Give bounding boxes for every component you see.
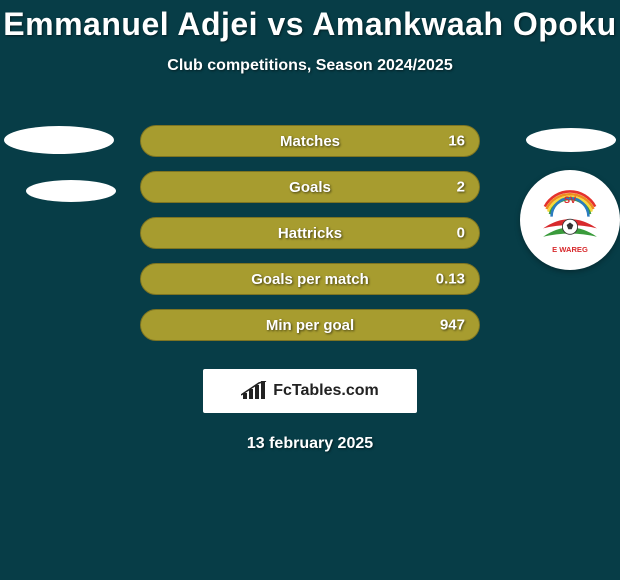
stat-label: Goals per match (251, 271, 369, 288)
player-left-avatar-placeholder-2 (26, 180, 116, 202)
stat-row: Min per goal 947 (140, 309, 480, 341)
stat-label: Min per goal (266, 317, 354, 334)
stats-list: Matches 16 Goals 2 Hattricks 0 Goals per match… (140, 125, 480, 341)
bar-chart-icon (241, 381, 267, 401)
stat-label: Goals (289, 179, 331, 196)
club-badge: SV E WAREG (520, 170, 620, 270)
stat-label: Matches (280, 133, 340, 150)
stat-label: Hattricks (278, 225, 342, 242)
player-right-avatar-placeholder (526, 128, 616, 152)
date-line: 13 february 2025 (0, 435, 620, 453)
stat-row: Goals per match 0.13 (140, 263, 480, 295)
stat-row: Hattricks 0 (140, 217, 480, 249)
player-left-avatar-placeholder-1 (4, 126, 114, 154)
stat-right-value: 947 (440, 317, 465, 334)
stat-row: Matches 16 (140, 125, 480, 157)
stat-right-value: 0 (457, 225, 465, 242)
svg-text:E WAREG: E WAREG (552, 245, 588, 254)
stat-right-value: 0.13 (436, 271, 465, 288)
stat-row: Goals 2 (140, 171, 480, 203)
page-subtitle: Club competitions, Season 2024/2025 (0, 57, 620, 75)
stat-right-value: 16 (448, 133, 465, 150)
stat-right-value: 2 (457, 179, 465, 196)
brand-badge: FcTables.com (203, 369, 417, 413)
brand-text: FcTables.com (273, 382, 379, 400)
page-title: Emmanuel Adjei vs Amankwaah Opoku (0, 0, 620, 43)
svg-text:SV: SV (564, 195, 577, 205)
club-badge-svg: SV E WAREG (528, 178, 612, 262)
